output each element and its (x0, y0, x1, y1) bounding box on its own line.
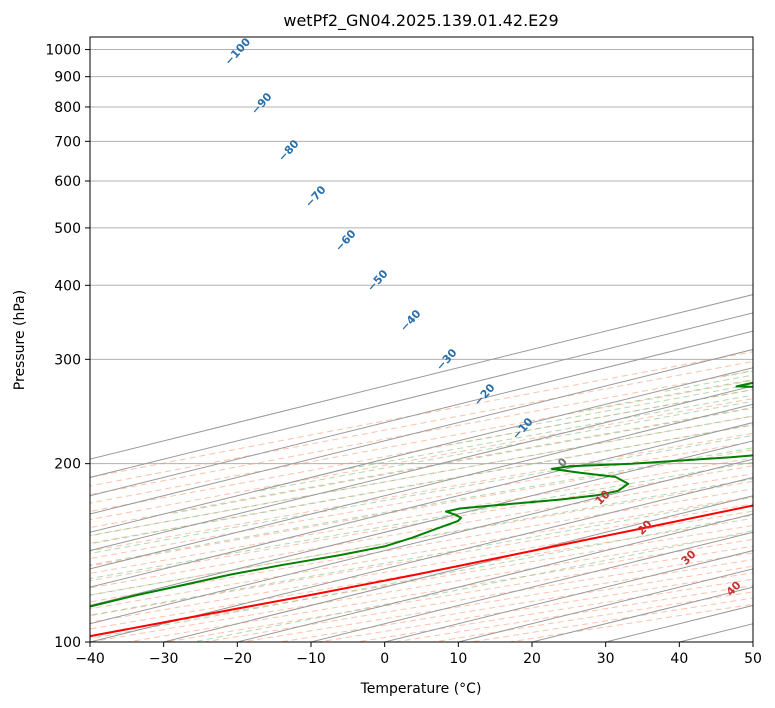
isotherm (310, 531, 753, 642)
x-tick-label: −10 (296, 651, 326, 667)
y-tick-label: 1000 (45, 43, 81, 59)
isotherm (90, 403, 753, 570)
y-axis-label: Pressure (hPa) (12, 290, 28, 390)
profile-lines (90, 381, 753, 638)
x-tick-label: 20 (523, 651, 541, 667)
y-tick-label: 900 (54, 70, 81, 86)
axes: −40 −30 −20 −10 0 10 20 30 40 50 100 200 300 400 500 60… (45, 43, 762, 667)
isotherm (237, 513, 753, 642)
x-tick-label: 50 (744, 651, 762, 667)
x-tick-label: −40 (75, 651, 105, 667)
isotherm (90, 385, 753, 552)
y-tick-label: 400 (54, 278, 81, 294)
y-tick-label: 800 (54, 100, 81, 116)
isotherm (90, 422, 753, 588)
isotherm (90, 476, 753, 642)
x-tick-label: −30 (149, 651, 179, 667)
chart-title: wetPf2_GN04.2025.139.01.42.E29 (283, 11, 558, 31)
isotherm (90, 312, 753, 478)
y-tick-label: 100 (54, 635, 81, 651)
isotherm (90, 330, 753, 497)
y-tick-label: 200 (54, 457, 81, 473)
x-tick-label: 0 (380, 651, 389, 667)
isotherm (90, 458, 753, 625)
x-tick-label: 10 (449, 651, 467, 667)
isotherm (163, 495, 753, 642)
isotherm (90, 294, 753, 460)
dry-adiabat (90, 370, 753, 496)
x-tick-label: 40 (670, 651, 688, 667)
y-tick-label: 300 (54, 352, 81, 368)
dry-adiabat (90, 379, 753, 504)
y-tick-label: 500 (54, 221, 81, 237)
y-tick-label: 600 (54, 174, 81, 190)
x-tick-label: 30 (597, 651, 615, 667)
plot-frame (89, 36, 754, 643)
background-lines (90, 49, 753, 642)
dry-adiabat (90, 351, 753, 478)
isotherm (90, 440, 753, 606)
y-tick-label: 700 (54, 134, 81, 150)
x-axis-label: Temperature (°C) (360, 681, 482, 697)
x-tick-label: −20 (223, 651, 253, 667)
dewpoint-profile-line (90, 381, 753, 608)
